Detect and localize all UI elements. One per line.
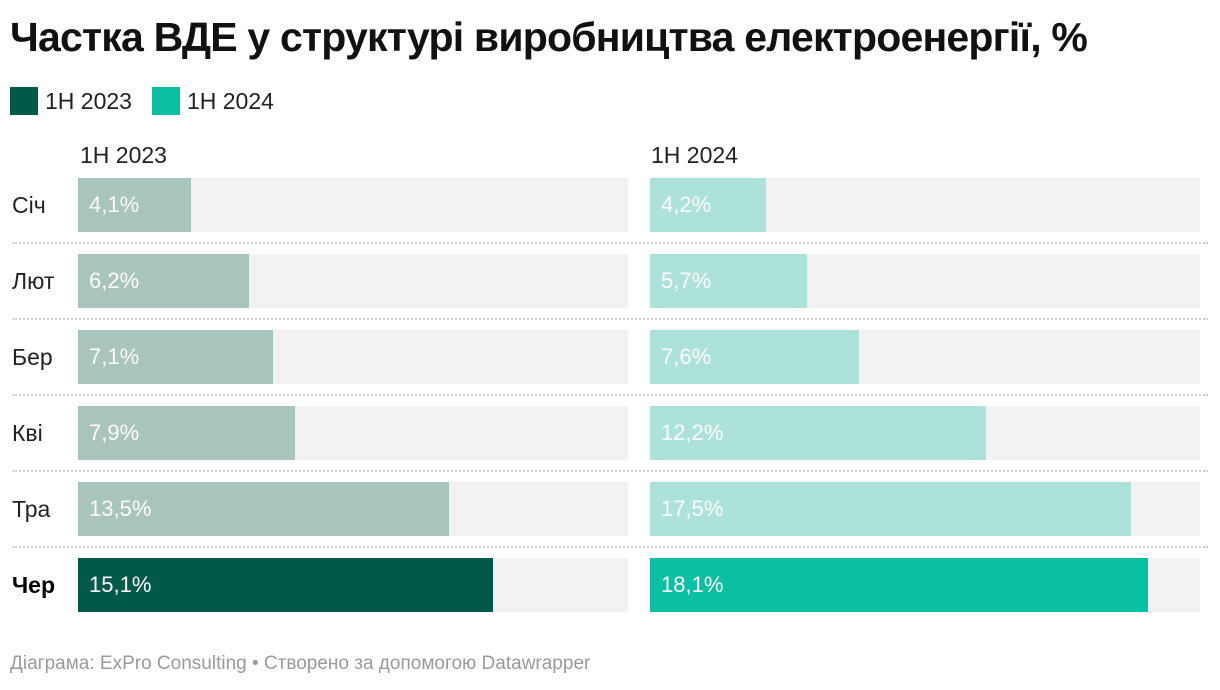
bar-2023 [78, 482, 450, 536]
row-label: Лют [12, 268, 55, 294]
data-label-2023: 7,1% [89, 344, 140, 369]
bar-2023 [78, 254, 249, 308]
bar-2024 [650, 558, 1148, 612]
bar-track-2023: 4,1% [78, 178, 628, 232]
data-label-2023: 6,2% [89, 268, 140, 293]
bar-2024 [650, 406, 986, 460]
row-divider [12, 470, 1208, 472]
column-header-2023: 1H 2023 [80, 142, 167, 168]
bar-track-2024: 5,7% [650, 254, 1200, 308]
bar-2024 [650, 482, 1132, 536]
bar-track-2024: 7,6% [650, 330, 1200, 384]
bar-2024 [650, 254, 807, 308]
row-label: Січ [12, 192, 46, 218]
source-footer: Діаграма: ExPro Consulting • Створено за… [10, 653, 591, 674]
data-label-2023: 15,1% [89, 572, 152, 597]
bar-2023 [78, 178, 191, 232]
bar-track-2024: 18,1% [650, 558, 1200, 612]
bar-2024 [650, 178, 766, 232]
bar-track-2024: 12,2% [650, 406, 1200, 460]
bar-2024 [650, 330, 859, 384]
row-divider [12, 394, 1208, 396]
legend-label-2024: 1H 2024 [186, 87, 274, 114]
legend-swatch-2024 [151, 87, 180, 115]
bar-2023 [78, 406, 296, 460]
bar-track-2024: 17,5% [650, 482, 1200, 536]
data-label-2024: 4,2% [661, 192, 712, 217]
bar-track-2023: 7,1% [78, 330, 628, 384]
legend-item-2024: 1H 2024 [151, 87, 274, 115]
bar-track-2023: 13,5% [78, 482, 628, 536]
row-divider [12, 242, 1208, 244]
bar-2023 [78, 330, 274, 384]
data-label-2023: 13,5% [89, 496, 152, 521]
data-label-2024: 7,6% [661, 344, 712, 369]
data-label-2024: 5,7% [661, 268, 712, 293]
legend-swatch-2023 [10, 87, 38, 115]
data-label-2024: 12,2% [661, 420, 724, 445]
data-label-2024: 18,1% [661, 572, 724, 597]
row-label: Кві [12, 420, 43, 446]
data-label-2024: 17,5% [661, 496, 724, 521]
bar-track-2024: 4,2% [650, 178, 1200, 232]
chart-title: Частка ВДЕ у структурі виробництва елект… [10, 14, 1088, 60]
row-divider [12, 546, 1208, 548]
row-divider [12, 318, 1208, 320]
bar-track-2023: 7,9% [78, 406, 628, 460]
legend-item-2023: 1H 2023 [10, 87, 132, 115]
legend-label-2023: 1H 2023 [45, 87, 132, 114]
row-label: Бер [12, 344, 53, 370]
bar-track-2023: 6,2% [78, 254, 628, 308]
row-label: Тра [12, 496, 51, 522]
data-label-2023: 7,9% [89, 420, 140, 445]
legend: 1H 2023 1H 2024 [10, 86, 294, 116]
row-label: Чер [12, 572, 56, 598]
column-header-2024: 1H 2024 [651, 142, 738, 168]
data-label-2023: 4,1% [89, 192, 140, 217]
bar-track-2023: 15,1% [78, 558, 628, 612]
bar-2023 [78, 558, 494, 612]
